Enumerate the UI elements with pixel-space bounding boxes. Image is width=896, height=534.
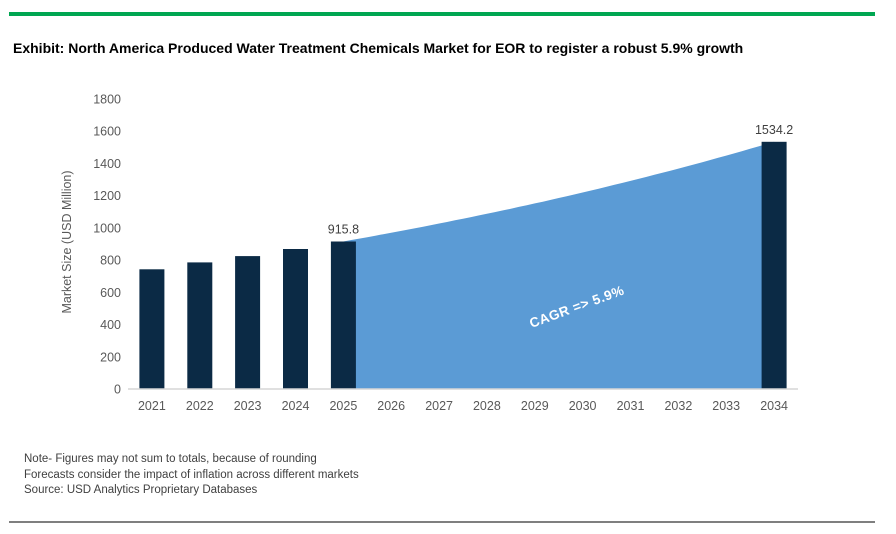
x-tick-2023: 2023 (234, 399, 262, 413)
bar-2021 (139, 269, 165, 389)
footnote-rounding: Note- Figures may not sum to totals, bec… (24, 453, 317, 465)
y-tick-600: 600 (100, 286, 121, 300)
x-tick-2022: 2022 (186, 399, 214, 413)
y-tick-1400: 1400 (93, 157, 121, 171)
x-tick-2026: 2026 (377, 399, 405, 413)
y-tick-800: 800 (100, 254, 121, 268)
y-axis-title: Market Size (USD Million) (60, 170, 74, 314)
x-tick-2031: 2031 (617, 399, 645, 413)
x-tick-2034: 2034 (760, 399, 788, 413)
forecast-area (343, 141, 775, 389)
y-tick-1800: 1800 (93, 93, 121, 107)
y-tick-200: 200 (100, 350, 121, 364)
x-tick-2029: 2029 (521, 399, 549, 413)
bar-2024 (283, 249, 308, 389)
bottom-divider (9, 521, 875, 523)
bar-2034 (761, 141, 787, 389)
x-tick-2032: 2032 (664, 399, 692, 413)
x-tick-2030: 2030 (569, 399, 597, 413)
footnote-inflation: Forecasts consider the impact of inflati… (24, 468, 359, 481)
y-tick-1000: 1000 (93, 221, 121, 235)
data-label-2025: 915.8 (328, 223, 359, 237)
bar-2023 (235, 256, 261, 389)
top-divider (9, 12, 875, 16)
y-tick-400: 400 (100, 318, 121, 332)
footnotes: Note- Figures may not sum to totals, bec… (24, 452, 359, 499)
chart-title: Exhibit: North America Produced Water Tr… (13, 40, 744, 56)
x-tick-2024: 2024 (282, 399, 310, 413)
x-tick-2025: 2025 (329, 399, 357, 413)
y-tick-1600: 1600 (93, 125, 121, 139)
bar-2022 (187, 262, 213, 389)
x-tick-2021: 2021 (138, 399, 166, 413)
x-tick-2033: 2033 (712, 399, 740, 413)
x-tick-2028: 2028 (473, 399, 501, 413)
bar-2025 (330, 241, 356, 389)
data-label-2034: 1534.2 (755, 123, 793, 137)
y-tick-1200: 1200 (93, 189, 121, 203)
y-tick-0: 0 (114, 383, 121, 397)
x-tick-2027: 2027 (425, 399, 453, 413)
footnote-source: Source: USD Analytics Proprietary Databa… (24, 484, 258, 497)
